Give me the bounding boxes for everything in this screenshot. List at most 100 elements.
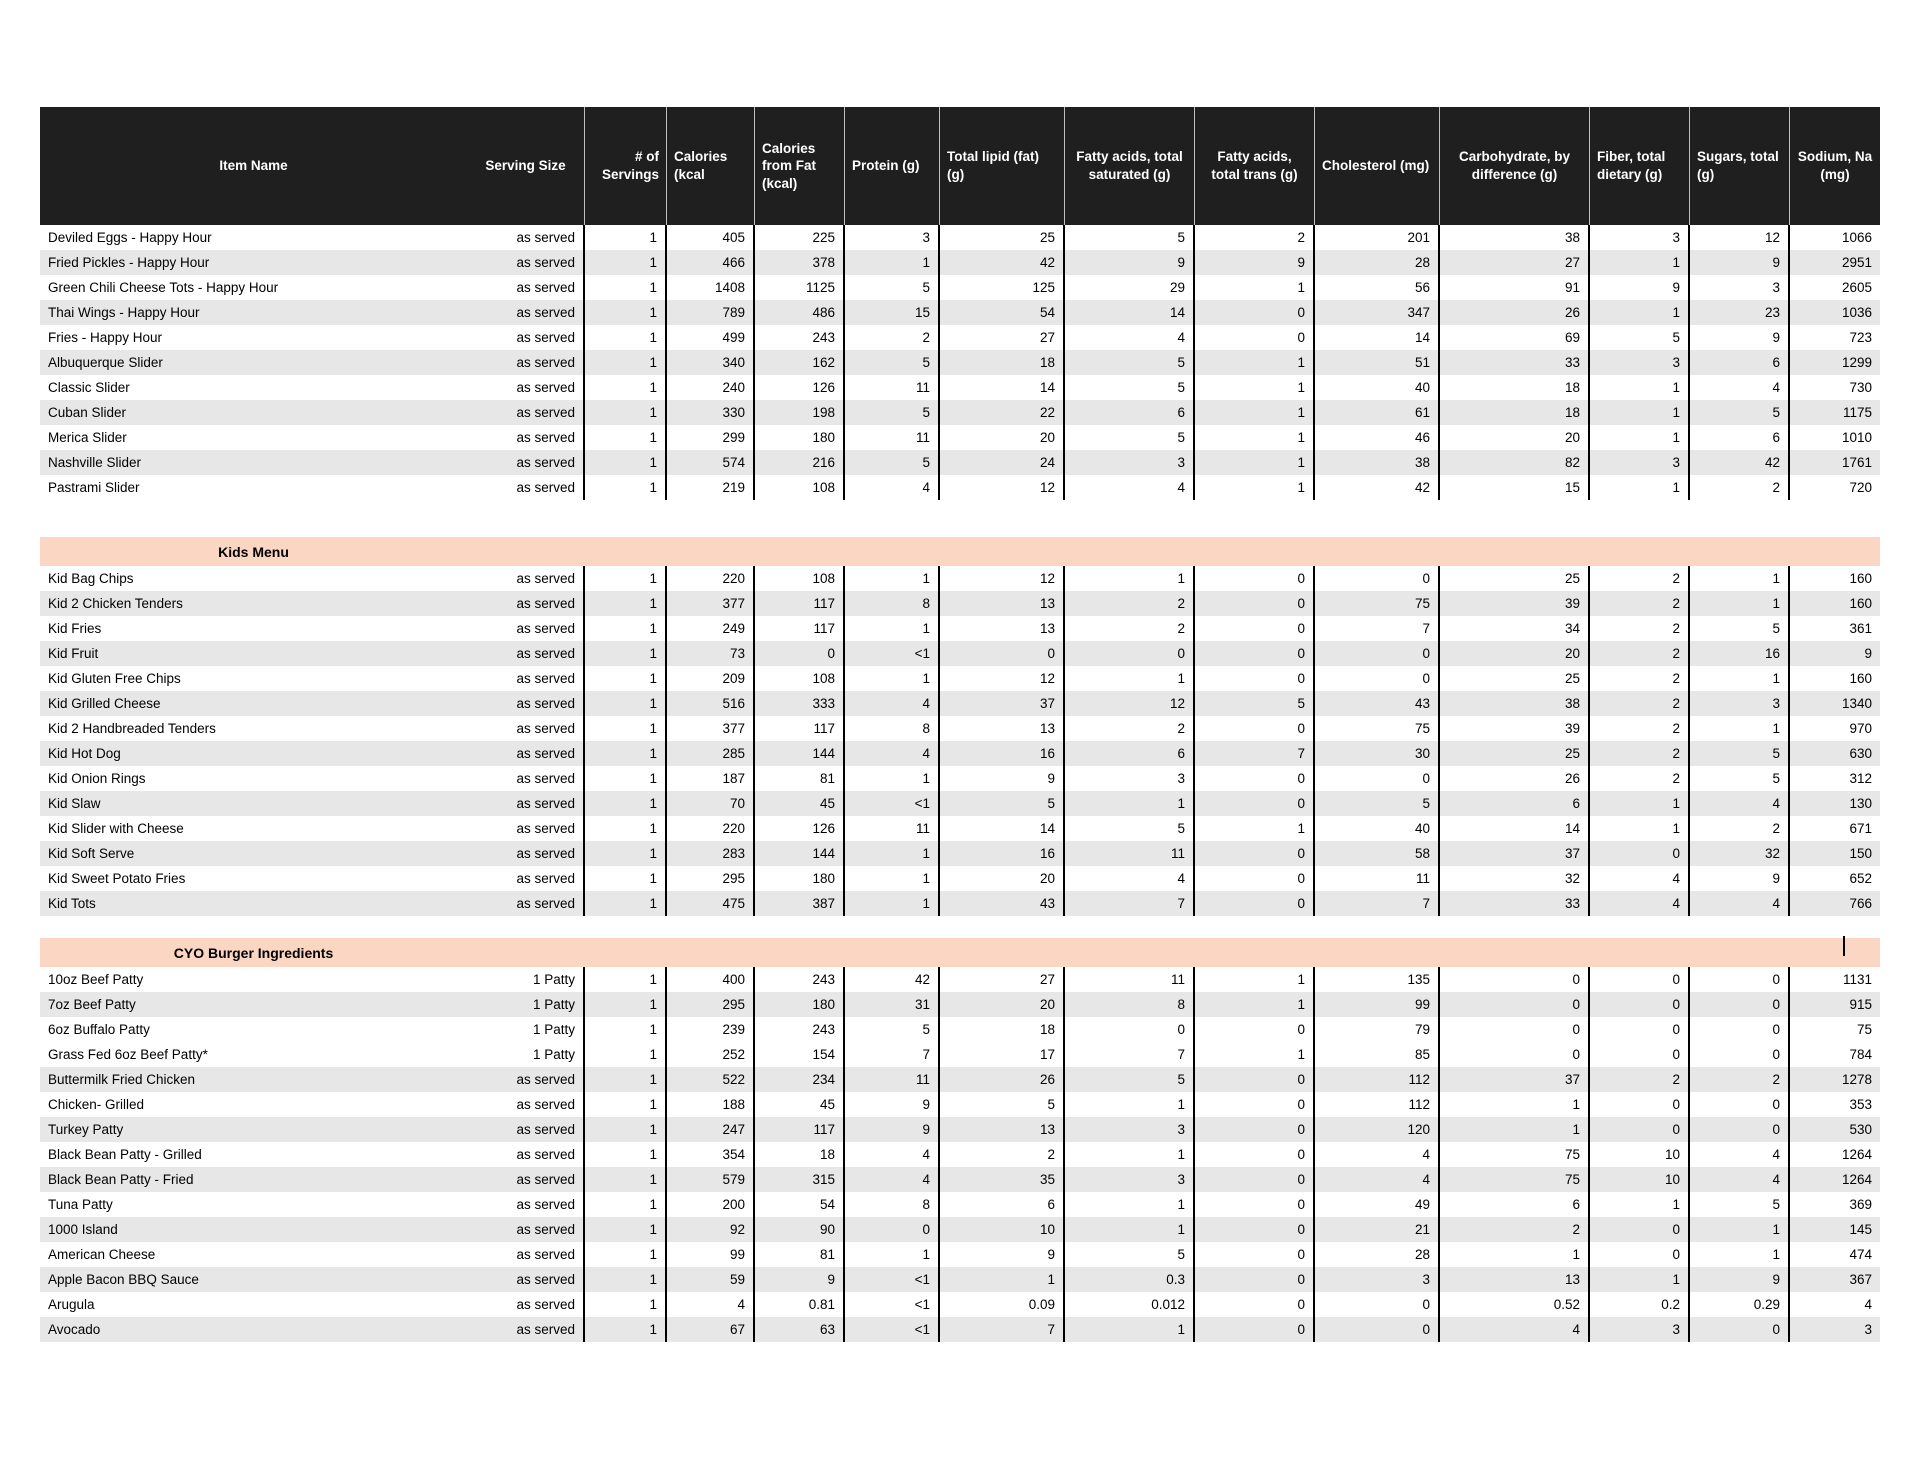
value-cell: 81: [755, 766, 845, 791]
value-cell: 1: [585, 591, 667, 616]
table-body: Deviled Eggs - Happy Hour as served 1 405 22…: [40, 225, 1880, 1342]
item-name-cell: Cuban Slider: [48, 405, 127, 420]
serving-size-cell: as served: [467, 1292, 585, 1317]
value-cell: 8: [845, 591, 940, 616]
value-cell: 377: [667, 716, 755, 741]
value-cell: 1: [585, 992, 667, 1017]
value-cell: 0: [1195, 591, 1315, 616]
value-cell: 26: [1440, 766, 1590, 791]
value-cell: 108: [755, 475, 845, 500]
value-cell: 0.29: [1690, 1292, 1790, 1317]
table-row: Merica Slider as served 1 299 180 11 20 5 1 46 20 1…: [40, 425, 1880, 450]
value-cell: 1: [585, 1092, 667, 1117]
value-cell: 9: [1690, 1267, 1790, 1292]
table-row: Chicken- Grilled as served 1 188 45 9 5 1 0 112 1 0…: [40, 1092, 1880, 1117]
value-cell: 1: [585, 1167, 667, 1192]
value-cell: 330: [667, 400, 755, 425]
value-cell: 1: [845, 766, 940, 791]
value-cell: 1: [585, 1242, 667, 1267]
item-name-cell: Kid Tots: [48, 896, 96, 911]
value-cell: 2: [1065, 591, 1195, 616]
value-cell: 1: [585, 816, 667, 841]
item-name-cell: Kid Sweet Potato Fries: [48, 871, 186, 886]
value-cell: 25: [940, 225, 1065, 250]
value-cell: 5: [1065, 1242, 1195, 1267]
value-cell: 14: [1315, 325, 1440, 350]
value-cell: 6: [1690, 425, 1790, 450]
value-cell: 1: [1195, 475, 1315, 500]
value-cell: 1: [1065, 666, 1195, 691]
value-cell: 5: [1690, 400, 1790, 425]
item-name-cell: Nashville Slider: [48, 455, 142, 470]
value-cell: 243: [755, 967, 845, 992]
value-cell: 187: [667, 766, 755, 791]
value-cell: 18: [1440, 375, 1590, 400]
item-name-cell: 10oz Beef Patty: [48, 972, 144, 987]
value-cell: 499: [667, 325, 755, 350]
value-cell: 135: [1315, 967, 1440, 992]
value-cell: 249: [667, 616, 755, 641]
value-cell: 784: [1849, 1047, 1872, 1062]
value-cell: 0.012: [1065, 1292, 1195, 1317]
value-cell: 11: [845, 816, 940, 841]
value-cell: 4: [1065, 866, 1195, 891]
table-row: Tuna Patty as served 1 200 54 8 6 1 0 49 6 1 5 369: [40, 1192, 1880, 1217]
value-cell: 1125: [755, 275, 845, 300]
value-cell: 3: [1590, 350, 1690, 375]
value-cell: 1: [1590, 250, 1690, 275]
serving-size-cell: as served: [467, 1117, 585, 1142]
value-cell: 2: [1590, 716, 1690, 741]
value-cell: 0: [1195, 1267, 1315, 1292]
item-name-cell: Black Bean Patty - Fried: [48, 1172, 194, 1187]
value-cell: 92: [667, 1217, 755, 1242]
value-cell: 2: [940, 1142, 1065, 1167]
value-cell: 0: [1440, 967, 1590, 992]
value-cell: 466: [667, 250, 755, 275]
column-header: Item Name: [219, 158, 288, 174]
value-cell: 2: [1690, 475, 1790, 500]
value-cell: 3: [1065, 450, 1195, 475]
value-cell: 0: [1195, 1017, 1315, 1042]
value-cell: 0: [1690, 1117, 1790, 1142]
value-cell: 61: [1315, 400, 1440, 425]
value-cell: 1: [585, 866, 667, 891]
value-cell: 0.81: [755, 1292, 845, 1317]
value-cell: 0: [1590, 841, 1690, 866]
value-cell: 4: [667, 1292, 755, 1317]
value-cell: 0.2: [1590, 1292, 1690, 1317]
value-cell: 0: [1195, 566, 1315, 591]
value-cell: 1: [1195, 967, 1315, 992]
value-cell: 56: [1315, 275, 1440, 300]
value-cell: 720: [1849, 480, 1872, 495]
value-cell: <1: [845, 1317, 940, 1342]
value-cell: 49: [1315, 1192, 1440, 1217]
serving-size-cell: as served: [467, 591, 585, 616]
value-cell: 1: [585, 1142, 667, 1167]
value-cell: 0: [1315, 641, 1440, 666]
value-cell: 0: [1195, 1317, 1315, 1342]
value-cell: 6: [1440, 791, 1590, 816]
value-cell: 1: [1590, 425, 1690, 450]
item-name-cell: 7oz Beef Patty: [48, 997, 136, 1012]
value-cell: 1: [1195, 375, 1315, 400]
value-cell: 10: [1590, 1167, 1690, 1192]
value-cell: 1: [585, 741, 667, 766]
section-title: CYO Burger Ingredients: [173, 944, 334, 961]
value-cell: 0: [1195, 866, 1315, 891]
value-cell: 14: [940, 375, 1065, 400]
value-cell: 28: [1315, 250, 1440, 275]
value-cell: 32: [1690, 841, 1790, 866]
value-cell: 4: [1690, 1142, 1790, 1167]
serving-size-cell: as served: [467, 400, 585, 425]
value-cell: 220: [667, 566, 755, 591]
value-cell: 38: [1440, 225, 1590, 250]
value-cell: 1: [1690, 716, 1790, 741]
value-cell: 54: [940, 300, 1065, 325]
value-cell: 6: [1690, 350, 1790, 375]
item-name-cell: Green Chili Cheese Tots - Happy Hour: [48, 280, 279, 295]
value-cell: 42: [1690, 450, 1790, 475]
value-cell: 0: [1195, 1092, 1315, 1117]
value-cell: 0: [1315, 566, 1440, 591]
value-cell: 1: [585, 841, 667, 866]
